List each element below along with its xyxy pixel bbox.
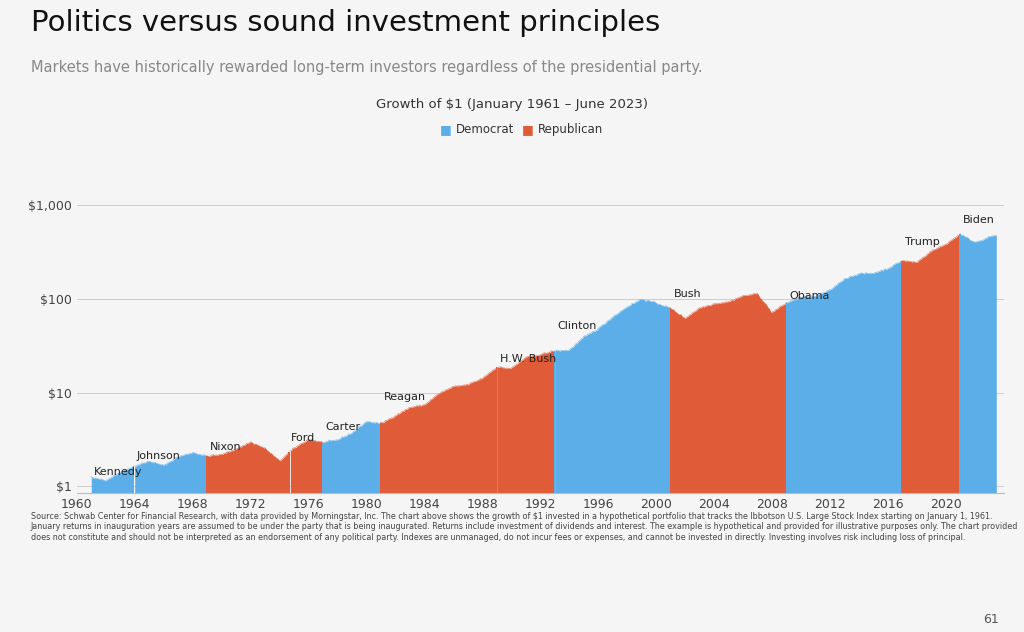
Text: Politics versus sound investment principles: Politics versus sound investment princip… [31, 9, 660, 37]
Text: Obama: Obama [790, 291, 829, 301]
Text: Bush: Bush [674, 289, 701, 299]
Text: Growth of $1 (January 1961 – June 2023): Growth of $1 (January 1961 – June 2023) [376, 98, 648, 111]
Text: Markets have historically rewarded long-term investors regardless of the preside: Markets have historically rewarded long-… [31, 60, 702, 75]
Text: Johnson: Johnson [136, 451, 180, 461]
Text: ■: ■ [440, 123, 452, 137]
Text: Democrat: Democrat [456, 123, 514, 137]
Text: ■: ■ [522, 123, 534, 137]
Text: Reagan: Reagan [384, 392, 426, 402]
Text: Ford: Ford [291, 433, 315, 443]
Text: Nixon: Nixon [210, 442, 242, 452]
Text: Source: Schwab Center for Financial Research, with data provided by Morningstar,: Source: Schwab Center for Financial Rese… [31, 512, 1018, 542]
Text: Biden: Biden [963, 215, 995, 224]
Text: Carter: Carter [326, 422, 361, 432]
Text: H.W. Bush: H.W. Bush [500, 355, 556, 365]
Text: Clinton: Clinton [557, 322, 597, 331]
Text: Kennedy: Kennedy [94, 467, 142, 477]
Text: Trump: Trump [905, 237, 940, 246]
Text: Republican: Republican [538, 123, 603, 137]
Text: 61: 61 [983, 612, 998, 626]
